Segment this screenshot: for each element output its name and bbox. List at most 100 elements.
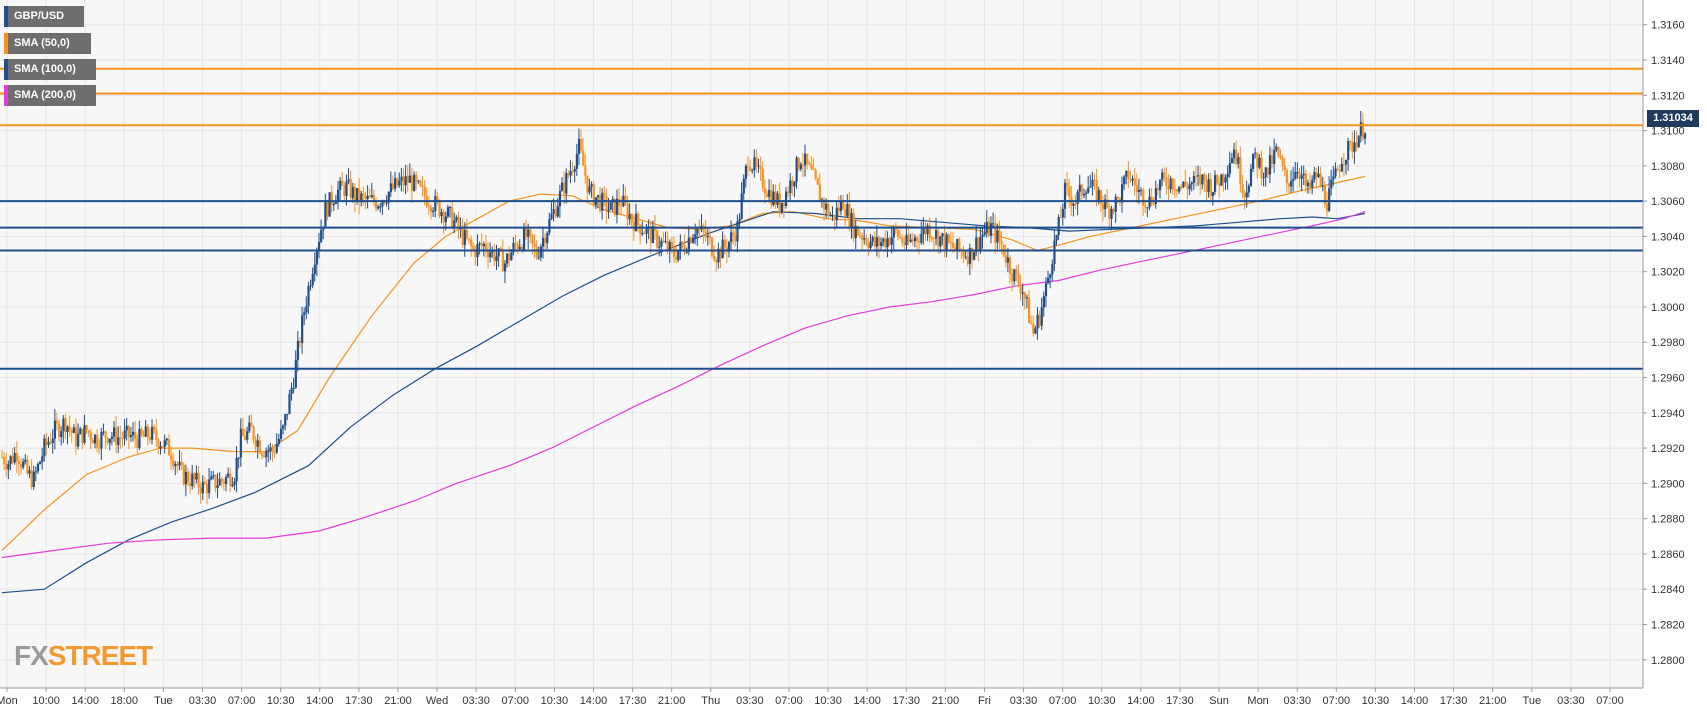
candle-body	[535, 246, 538, 258]
candle-body	[404, 176, 407, 186]
candle-body	[618, 198, 621, 207]
price-axis: 1.3160 1.3140 1.3120 1.3100 1.3080 1.3060 1.30…	[1643, 20, 1685, 667]
candle-body	[13, 452, 16, 463]
candle-body	[909, 239, 912, 242]
candle-body	[1347, 141, 1350, 160]
candle-body	[873, 236, 876, 247]
candle-body	[935, 230, 938, 239]
y-tick-label: 1.2860	[1651, 549, 1685, 561]
candle-body	[1006, 257, 1010, 263]
candle-body	[563, 182, 566, 194]
candle-body	[410, 175, 414, 191]
candle-body	[1099, 190, 1103, 204]
candle-body	[740, 193, 743, 219]
candle-body	[151, 426, 154, 440]
candle-body	[928, 225, 931, 239]
candle-body	[582, 150, 585, 166]
x-tick-label: 17:30	[892, 695, 920, 707]
candle-body	[182, 465, 185, 485]
candle-body	[945, 234, 948, 250]
candle-body	[313, 264, 316, 274]
logo-fx: FX	[14, 640, 49, 671]
candle-body	[389, 183, 393, 193]
candle-body	[372, 195, 376, 202]
candle-body	[74, 427, 78, 447]
candle-body	[199, 487, 202, 494]
candle-body	[713, 255, 716, 260]
x-tick-label: 07:00	[502, 695, 530, 707]
candle-body	[992, 223, 995, 225]
candle-body	[1245, 192, 1248, 198]
candle-body	[497, 248, 500, 257]
candle-body	[1283, 165, 1286, 171]
candle-body	[269, 447, 272, 452]
candle-body	[856, 226, 860, 236]
candle-body	[1285, 170, 1289, 184]
candle-body	[1089, 186, 1092, 188]
candle-body	[244, 436, 247, 440]
candle-body	[205, 483, 209, 494]
candle-body	[286, 413, 289, 415]
candle-body	[49, 442, 52, 444]
candle-body	[212, 475, 215, 477]
candle-body	[793, 181, 796, 187]
candle-body	[203, 481, 207, 484]
candle-body	[719, 248, 722, 259]
candle-body	[736, 221, 739, 242]
candle-body	[64, 418, 67, 433]
candle-body	[708, 235, 712, 238]
x-tick-label: Mon	[0, 695, 18, 707]
candle-body	[850, 213, 853, 228]
candle-body	[858, 235, 862, 237]
candle-body	[108, 438, 111, 443]
x-tick-label: 03:30	[462, 695, 490, 707]
legend-item-sma-200[interactable]: SMA (200,0)	[4, 85, 96, 106]
candle-body	[905, 234, 908, 245]
candle-body	[391, 183, 395, 189]
candle-body	[468, 238, 471, 240]
legend-item-sma-50[interactable]: SMA (50,0)	[4, 33, 91, 54]
candle-body	[47, 442, 50, 445]
candle-body	[645, 227, 648, 234]
candle-body	[1173, 189, 1177, 191]
candle-body	[520, 246, 524, 250]
candle-body	[1192, 176, 1196, 183]
candle-body	[455, 216, 458, 221]
candle-body	[852, 213, 855, 239]
candle-body	[1182, 181, 1185, 188]
candle-body	[208, 479, 211, 494]
candle-body	[482, 243, 486, 247]
candle-body	[989, 223, 993, 236]
candle-body	[632, 221, 636, 231]
candle-body	[362, 193, 365, 196]
legend-item-gbpusd[interactable]: GBP/USD	[4, 6, 84, 27]
candle-body	[1271, 155, 1274, 164]
candle-body	[664, 241, 667, 243]
candle-body	[1163, 172, 1166, 178]
y-tick-label: 1.3000	[1651, 302, 1685, 314]
candle-body	[1004, 255, 1007, 263]
candle-body	[220, 478, 223, 482]
candle-body	[1338, 170, 1341, 172]
candle-body	[419, 180, 422, 186]
candle-body	[250, 422, 253, 427]
candle-body	[799, 164, 802, 169]
x-tick-label: Tue	[1523, 695, 1542, 707]
candle-body	[1319, 173, 1322, 187]
candle-body	[829, 215, 832, 217]
legend-item-sma-100[interactable]: SMA (100,0)	[4, 59, 96, 80]
candle-body	[400, 176, 403, 181]
candle-body	[1074, 203, 1077, 205]
candle-body	[1353, 142, 1356, 152]
candle-body	[1311, 179, 1314, 188]
candle-body	[613, 198, 617, 215]
candle-body	[998, 230, 1001, 241]
x-tick-label: 03:30	[1010, 695, 1038, 707]
candle-body	[1207, 179, 1210, 193]
candle-body	[334, 200, 338, 204]
candle-body	[956, 238, 959, 250]
candle-body	[178, 461, 181, 466]
candle-body	[696, 229, 699, 235]
candle-body	[679, 241, 682, 251]
